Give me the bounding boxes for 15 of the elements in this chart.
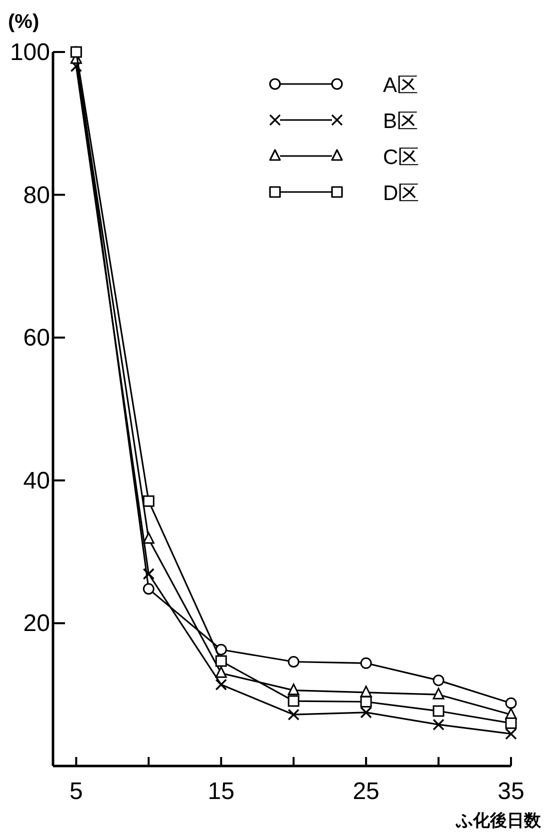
legend-label: D区 bbox=[383, 182, 420, 205]
x-tick-label: 15 bbox=[208, 778, 234, 805]
x-axis-title: ふ化後日数 bbox=[455, 811, 542, 830]
legend-label: A区 bbox=[383, 74, 418, 97]
y-tick-label: 20 bbox=[23, 610, 50, 638]
y-tick-label: 100 bbox=[10, 39, 50, 66]
y-axis-title: (%) bbox=[8, 11, 40, 33]
x-tick-label: 35 bbox=[498, 778, 524, 805]
x-tick-label: 5 bbox=[70, 778, 83, 805]
y-tick-label: 40 bbox=[23, 467, 50, 494]
x-tick-label: 25 bbox=[352, 778, 380, 805]
legend-label: C区 bbox=[383, 146, 420, 169]
legend-label: B区 bbox=[383, 110, 418, 133]
y-tick-label: 60 bbox=[23, 324, 50, 352]
y-tick-label: 80 bbox=[23, 182, 50, 209]
